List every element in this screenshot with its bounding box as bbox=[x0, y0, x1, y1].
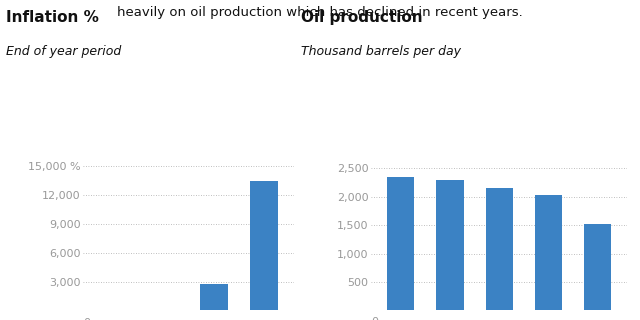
Text: End of year period: End of year period bbox=[6, 45, 122, 58]
Bar bbox=[200, 284, 228, 310]
Text: Thousand barrels per day: Thousand barrels per day bbox=[301, 45, 461, 58]
Text: 0: 0 bbox=[371, 317, 378, 320]
Bar bbox=[535, 196, 562, 310]
Text: Inflation %: Inflation % bbox=[6, 10, 99, 25]
Bar bbox=[387, 177, 414, 310]
Text: Oil production: Oil production bbox=[301, 10, 422, 25]
Bar bbox=[486, 188, 513, 310]
Bar bbox=[436, 180, 463, 310]
Text: 0: 0 bbox=[83, 318, 90, 320]
Bar bbox=[584, 224, 611, 310]
Text: heavily on oil production which has declined in recent years.: heavily on oil production which has decl… bbox=[117, 6, 523, 20]
Bar bbox=[250, 181, 278, 310]
